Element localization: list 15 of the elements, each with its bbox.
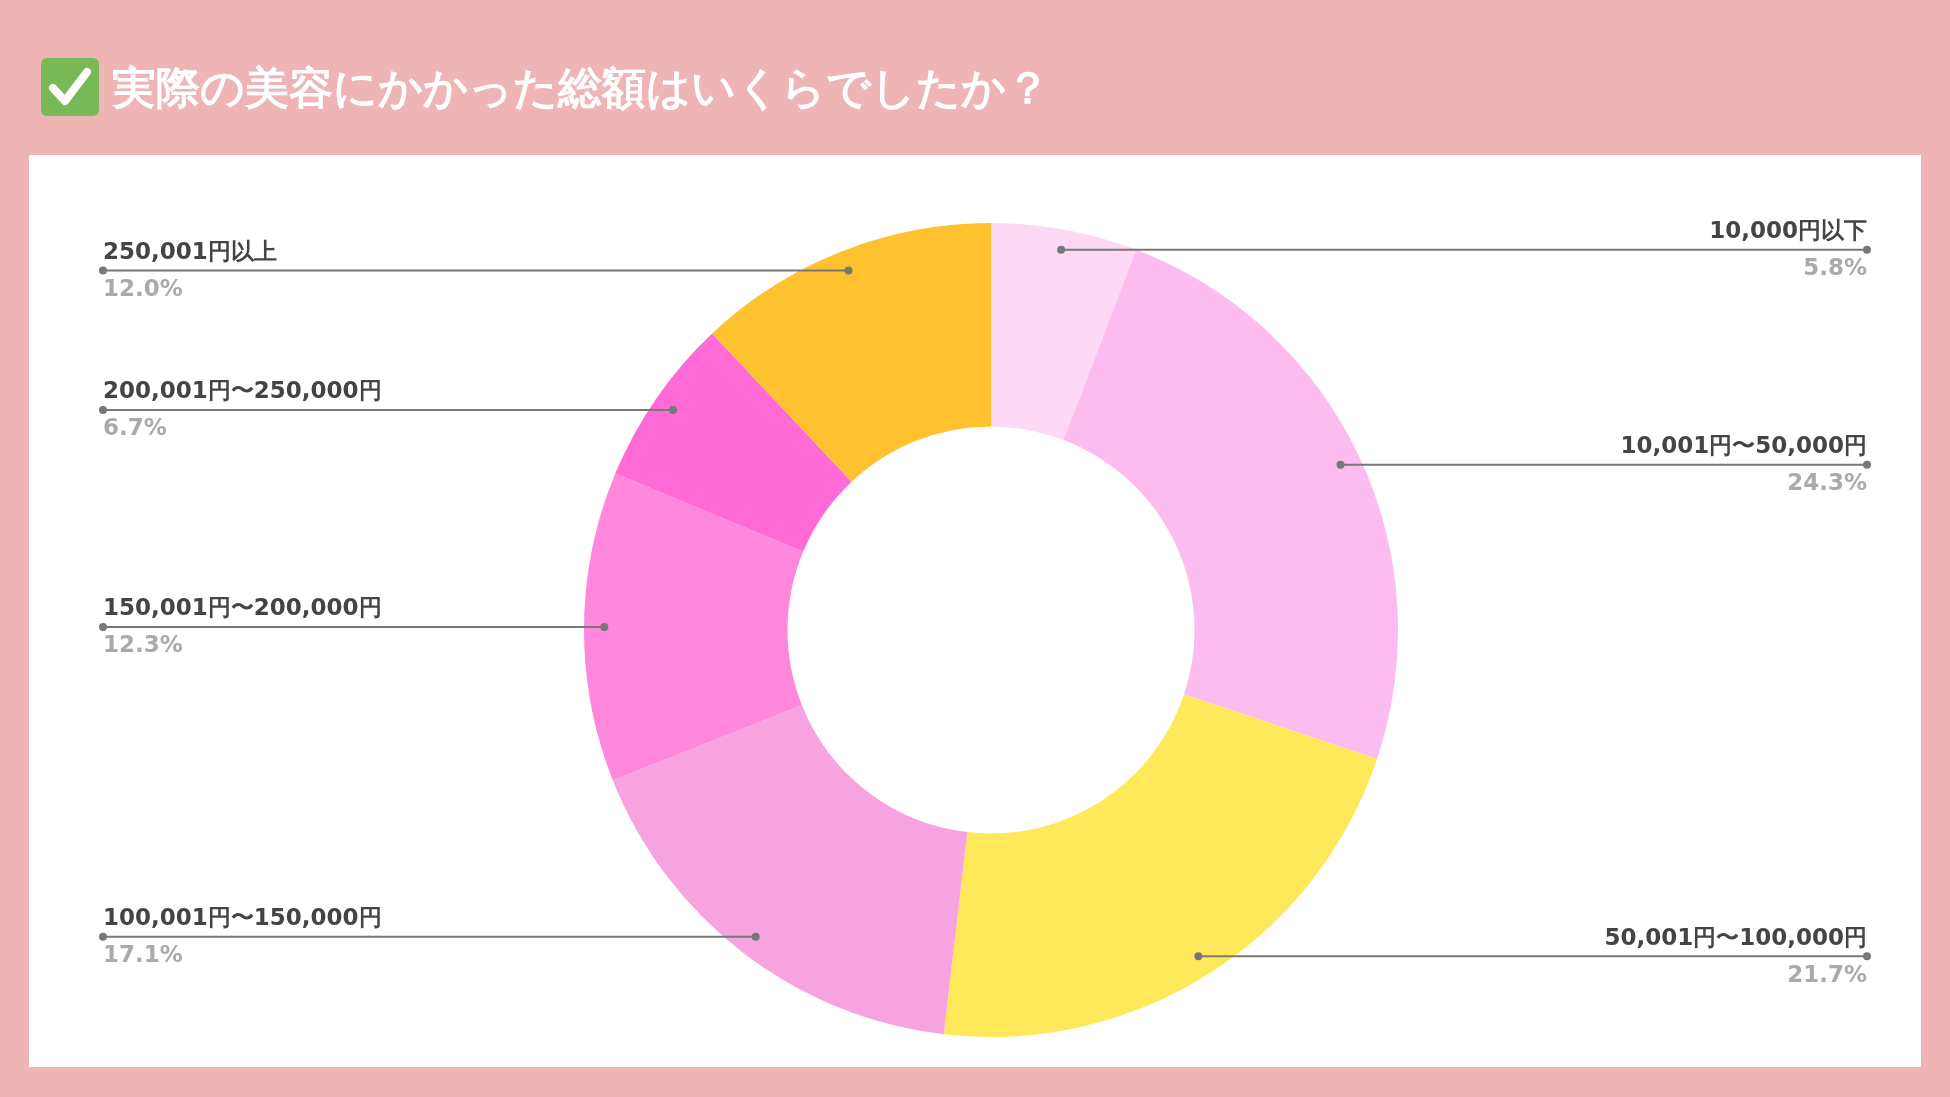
data-label: 5.8% bbox=[1803, 254, 1867, 281]
slice-label: 50,001円〜100,000円 bbox=[1604, 923, 1867, 950]
data-label: 12.0% bbox=[103, 275, 183, 302]
data-label: 21.7% bbox=[1787, 960, 1867, 987]
slice-label: 100,001円〜150,000円 bbox=[103, 904, 382, 931]
slice-label: 200,001円〜250,000円 bbox=[103, 377, 382, 404]
slice-label: 10,000円以下 bbox=[1709, 217, 1867, 244]
data-label: 17.1% bbox=[103, 941, 183, 968]
data-label: 6.7% bbox=[103, 414, 167, 441]
data-label: 12.3% bbox=[103, 631, 183, 658]
slice-label: 250,001円以上 bbox=[103, 238, 277, 265]
chart-title: 実際の美容にかかった総額はいくらでしたか？ bbox=[112, 61, 1050, 115]
slice-label: 10,001円〜50,000円 bbox=[1620, 432, 1867, 459]
slice-label: 150,001円〜200,000円 bbox=[103, 594, 382, 621]
data-label: 24.3% bbox=[1787, 469, 1867, 496]
